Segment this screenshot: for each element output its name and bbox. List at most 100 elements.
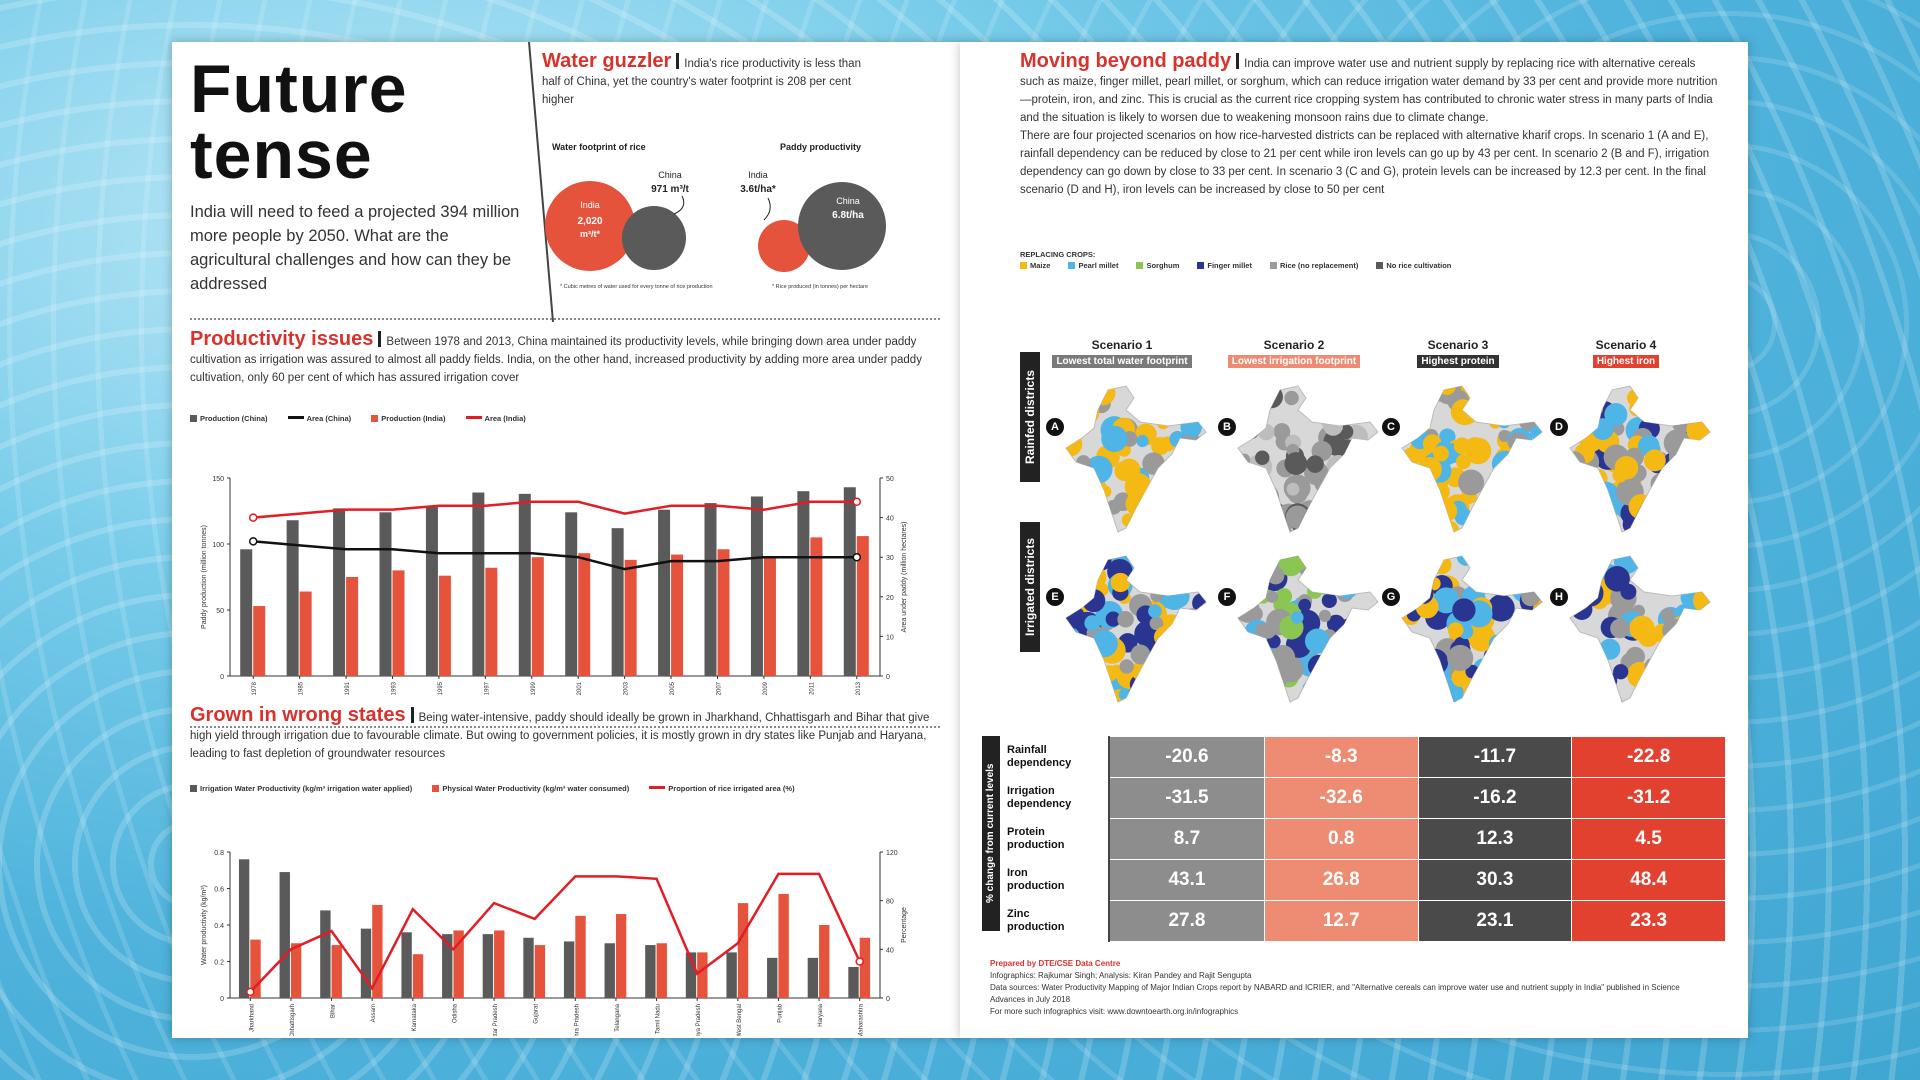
india-map [1237,385,1379,533]
district-patch [1248,556,1273,579]
bar [726,952,737,998]
district-patch [1570,392,1584,407]
district-patch [1570,488,1587,514]
bar [531,557,544,676]
district-patch [1326,454,1351,480]
bar [279,872,290,998]
district-patch [1160,475,1181,496]
district-patch [1674,496,1696,517]
x-tick-label: Punjab [777,1003,783,1022]
district-patch [1328,565,1342,579]
map-districts [1238,386,1378,532]
bar [518,493,531,676]
district-patch [1306,455,1324,473]
district-patch [1154,558,1171,575]
district-patch [1468,624,1496,652]
productivity-heading: Productivity issues [190,328,374,350]
district-patch [1471,397,1492,419]
district-patch [1153,386,1167,395]
district-patch [1160,582,1188,610]
district-patch [1576,579,1604,607]
district-patch [1284,452,1308,475]
district-patch [1101,425,1128,453]
india-map [1401,385,1543,533]
right-page: Moving beyond paddy India can improve wat… [960,42,1748,1038]
district-patch [1329,519,1347,532]
heading-divider [1236,53,1240,69]
district-patch [1269,644,1296,671]
bar [604,943,615,998]
crop-legend-item: Sorghum [1136,261,1179,270]
bar [859,937,871,998]
line-endpoint [855,957,864,966]
district-patch [1464,437,1485,458]
district-patch [1119,659,1134,674]
district-patch [1499,386,1525,411]
scenario-header: Scenario 3 Highest protein [1378,338,1538,368]
district-patch [1409,575,1423,589]
district-patch [1702,448,1710,462]
district-patch [1197,386,1206,394]
bar [671,554,684,676]
y-right-tick-label: 20 [886,595,894,602]
district-patch [1290,611,1304,624]
bar [442,934,453,998]
district-patch [1145,558,1159,572]
district-patch [1694,614,1710,641]
district-patch [1511,516,1529,532]
district-patch [1657,576,1670,589]
district-patch [1068,491,1082,505]
district-patch [1321,481,1337,498]
district-patch [1516,665,1538,687]
x-tick-label: Tamil Nadu [656,1004,662,1034]
table-cell: 27.8 [1108,900,1265,942]
district-patch [1570,516,1591,532]
bar [299,591,312,676]
district-patch [1439,428,1456,446]
district-patch [1238,683,1259,702]
bar [360,928,372,998]
district-patch [1572,570,1600,598]
district-patch [1432,556,1452,575]
table-cell: 30.3 [1417,859,1573,901]
bar [565,512,578,676]
district-patch [1110,572,1131,593]
district-patch [1402,516,1422,532]
crop-legend-item: Rice (no replacement) [1269,261,1358,270]
district-patch [1066,645,1084,667]
x-tick-label: Gujarat [534,1004,540,1024]
india-map [1569,555,1711,703]
district-patch [1478,565,1500,587]
district-patch [1404,563,1422,581]
table-cell: 23.1 [1417,900,1573,942]
bar [578,553,591,676]
district-patch [1066,477,1083,496]
district-patch [1692,439,1710,466]
district-patch [1493,692,1509,702]
district-patch [1162,517,1190,532]
district-patch [1066,556,1089,575]
district-patch [1346,513,1362,530]
district-patch [1644,657,1662,675]
district-patch [1273,423,1291,440]
district-patch [1260,386,1283,409]
credit-prepared: Prepared by DTE/CSE Data Centre [990,959,1121,968]
district-patch [1425,681,1443,699]
district-patch [1669,520,1685,532]
district-patch [1660,608,1675,623]
crop-legend-item: No rice cultivation [1376,261,1451,270]
x-tick-label: 1997 [484,681,490,695]
district-patch [1066,467,1080,481]
district-patch [1176,622,1198,645]
district-patch [1260,622,1277,639]
district-patch [1066,398,1087,422]
district-patch [1266,590,1279,603]
district-patch [1699,625,1710,642]
district-patch [1359,401,1374,416]
district-patch [1148,409,1162,423]
district-patch [1311,518,1333,532]
district-patch [1284,390,1299,406]
productivity-section: Productivity issues Between 1978 and 2013… [190,328,930,387]
district-patch [1588,469,1608,488]
district-patch [1121,513,1136,527]
